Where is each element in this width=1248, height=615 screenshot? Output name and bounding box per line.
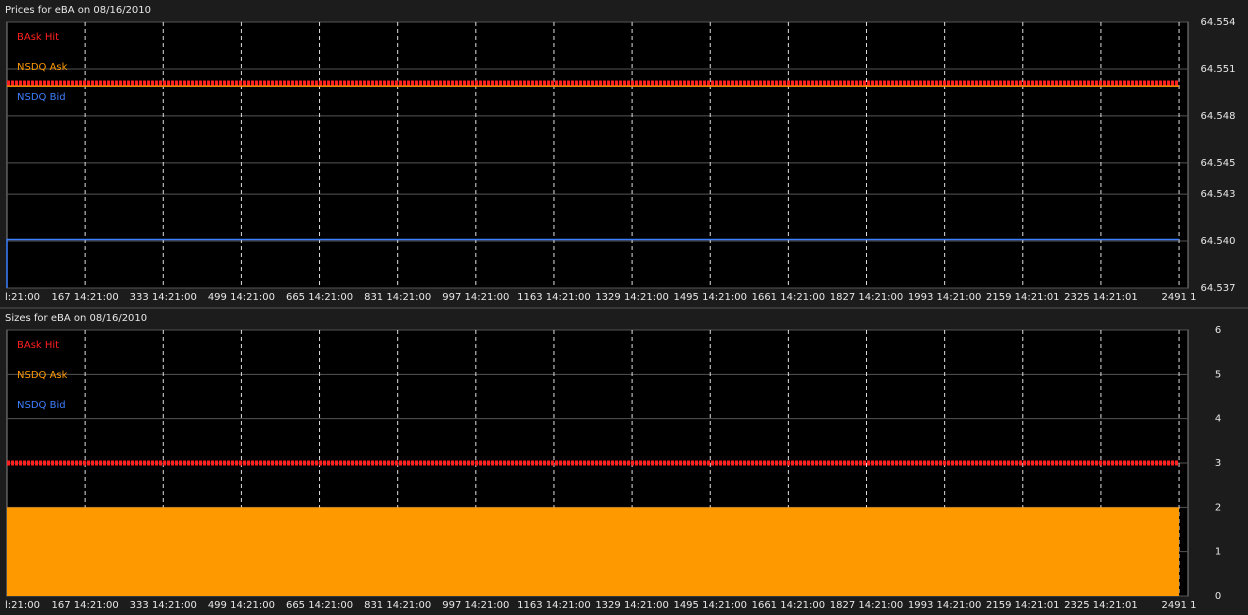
x-tick-label: 1993 14:21:00 [908,600,982,611]
x-tick-label: 499 14:21:00 [208,292,275,303]
x-tick-label: 1993 14:21:00 [908,292,982,303]
x-tick-label: 831 14:21:00 [364,600,431,611]
x-tick-label: 2159 14:21:01 [986,600,1060,611]
x-tick-label: 665 14:21:00 [286,292,353,303]
x-tick-label: 665 14:21:00 [286,600,353,611]
x-tick-label: 167 14:21:00 [52,600,119,611]
y-tick-label: 2 [1215,502,1221,513]
x-tick-label: l:21:00 [5,292,40,303]
x-tick-label: 1495 14:21:00 [673,292,747,303]
x-tick-label: 997 14:21:00 [442,292,509,303]
y-tick-label: 3 [1215,458,1221,469]
x-tick-label: 499 14:21:00 [208,600,275,611]
y-tick-label: 64.543 [1201,189,1236,200]
x-tick-label: 333 14:21:00 [130,292,197,303]
area [7,507,1180,596]
y-tick-label: 64.545 [1201,158,1236,169]
x-tick-label: 1661 14:21:00 [752,292,826,303]
y-tick-label: 64.548 [1201,111,1236,122]
x-tick-label: 1827 14:21:00 [830,600,904,611]
x-tick-label: 2325 14:21:01 [1064,600,1138,611]
y-tick-label: 64.537 [1201,283,1236,294]
legend-entry: BAsk Hit [17,340,59,351]
x-tick-label: 1827 14:21:00 [830,292,904,303]
x-tick-label: 167 14:21:00 [52,292,119,303]
x-tick-label: 1661 14:21:00 [752,600,826,611]
chart-title: Prices for eBA on 08/16/2010 [5,5,151,16]
y-tick-label: 64.551 [1201,64,1236,75]
x-tick-label: 831 14:21:00 [364,292,431,303]
x-tick-label: 2491 1 [1162,600,1197,611]
x-tick-label: 1329 14:21:00 [595,292,669,303]
x-tick-label: l:21:00 [5,600,40,611]
legend-entry: BAsk Hit [17,32,59,43]
y-tick-label: 1 [1215,547,1221,558]
x-tick-label: 2325 14:21:01 [1064,292,1138,303]
legend-entry: NSDQ Ask [17,62,68,73]
y-tick-label: 64.554 [1201,17,1236,28]
y-tick-label: 6 [1215,325,1221,336]
legend-entry: NSDQ Bid [17,92,66,103]
plot-area [6,21,1189,289]
legend-entry: NSDQ Ask [17,370,68,381]
y-tick-label: 5 [1215,369,1221,380]
x-tick-label: 2491 1 [1162,292,1197,303]
x-tick-label: 1495 14:21:00 [673,600,747,611]
legend-entry: NSDQ Bid [17,400,66,411]
y-tick-label: 4 [1215,414,1221,425]
x-tick-label: 1163 14:21:00 [517,600,591,611]
x-tick-label: 333 14:21:00 [130,600,197,611]
line [6,238,1180,288]
x-tick-label: 997 14:21:00 [442,600,509,611]
x-tick-label: 1163 14:21:00 [517,292,591,303]
chart-title: Sizes for eBA on 08/16/2010 [5,313,147,324]
x-tick-label: 1329 14:21:00 [595,600,669,611]
y-tick-label: 0 [1215,591,1221,602]
y-tick-label: 64.540 [1201,236,1236,247]
x-tick-label: 2159 14:21:01 [986,292,1060,303]
